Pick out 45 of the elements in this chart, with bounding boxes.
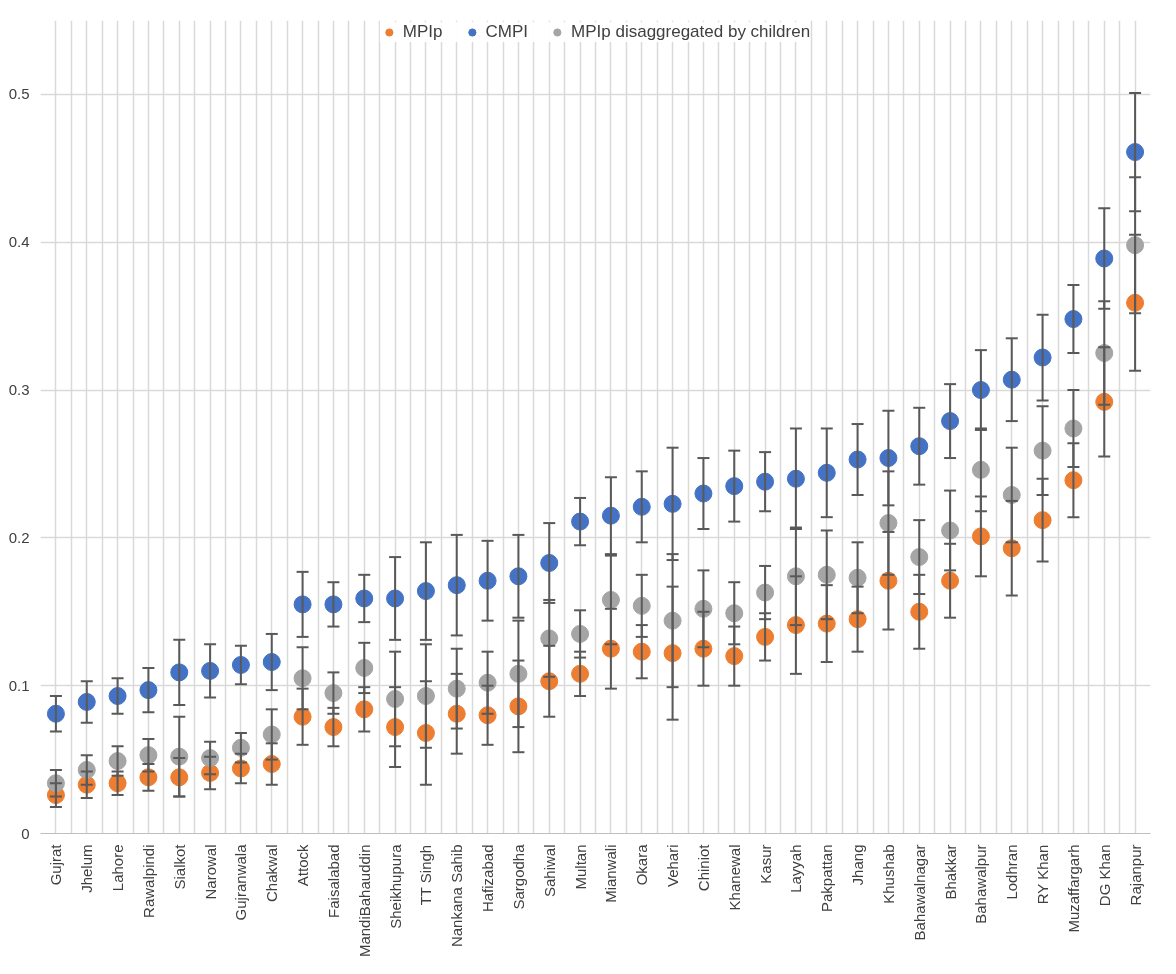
legend-label: MPIp [402, 22, 443, 42]
x-tick-label: Vehari [664, 844, 682, 888]
x-tick-label: Khushab [879, 844, 897, 904]
x-tick-label: Pakpattan [818, 844, 836, 913]
x-tick-label: Bhakkar [941, 844, 959, 900]
x-tick-label: Attock [294, 844, 312, 887]
y-tick-label: 0.5 [8, 85, 30, 103]
y-tick-label: 0.2 [8, 528, 30, 546]
x-tick-label: Faisalabad [324, 844, 342, 918]
x-tick-label: Bahawalpur [972, 844, 990, 924]
x-tick-label: Lodhran [1003, 844, 1021, 900]
x-tick-label: Kasur [756, 844, 774, 884]
x-tick-label: Nankana Sahib [448, 844, 466, 948]
x-tick-label: Chiniot [694, 843, 712, 892]
x-tick-label: Sargodha [509, 843, 527, 910]
x-tick-label: Gujrat [47, 843, 65, 886]
x-tick-label: Lahore [109, 844, 127, 892]
x-tick-label: Gujranwala [232, 843, 250, 921]
x-tick-label: Jhelum [78, 844, 96, 893]
y-tick-label: 0 [21, 824, 30, 842]
x-tick-label: Mianwali [602, 844, 620, 903]
x-tick-label: TT Singh [417, 844, 435, 906]
x-tick-label: Rawalpindi [139, 844, 157, 918]
legend-label: MPIp disaggregated by children [571, 22, 811, 42]
y-tick-label: 0.1 [8, 676, 30, 694]
x-tick-label: DG Khan [1095, 844, 1113, 907]
x-tick-label: Sahiwal [540, 844, 558, 898]
legend-label: CMPI [485, 22, 529, 42]
x-tick-label: Sialkot [170, 843, 188, 890]
x-tick-label: RY Khan [1034, 844, 1052, 905]
y-tick-label: 0.4 [8, 233, 30, 251]
x-tick-label: Jhang [849, 844, 867, 886]
x-tick-label: Hafizabad [479, 844, 497, 913]
x-tick-label: Bahawalnagar [910, 844, 928, 941]
x-tick-label: Narowal [201, 844, 219, 900]
x-tick-label: MandiBahauddin [355, 844, 373, 958]
x-tick-label: Rajanpur [1126, 844, 1144, 906]
x-tick-label: Layyah [787, 844, 805, 893]
x-tick-label: Muzaffargarh [1064, 844, 1082, 933]
x-tick-label: Khanewal [725, 844, 743, 911]
y-tick-label: 0.3 [8, 381, 30, 399]
x-tick-label: Multan [571, 844, 589, 890]
x-tick-label: Okara [633, 843, 651, 886]
x-tick-label: Sheikhupura [386, 843, 404, 929]
x-tick-label: Chakwal [263, 844, 281, 903]
